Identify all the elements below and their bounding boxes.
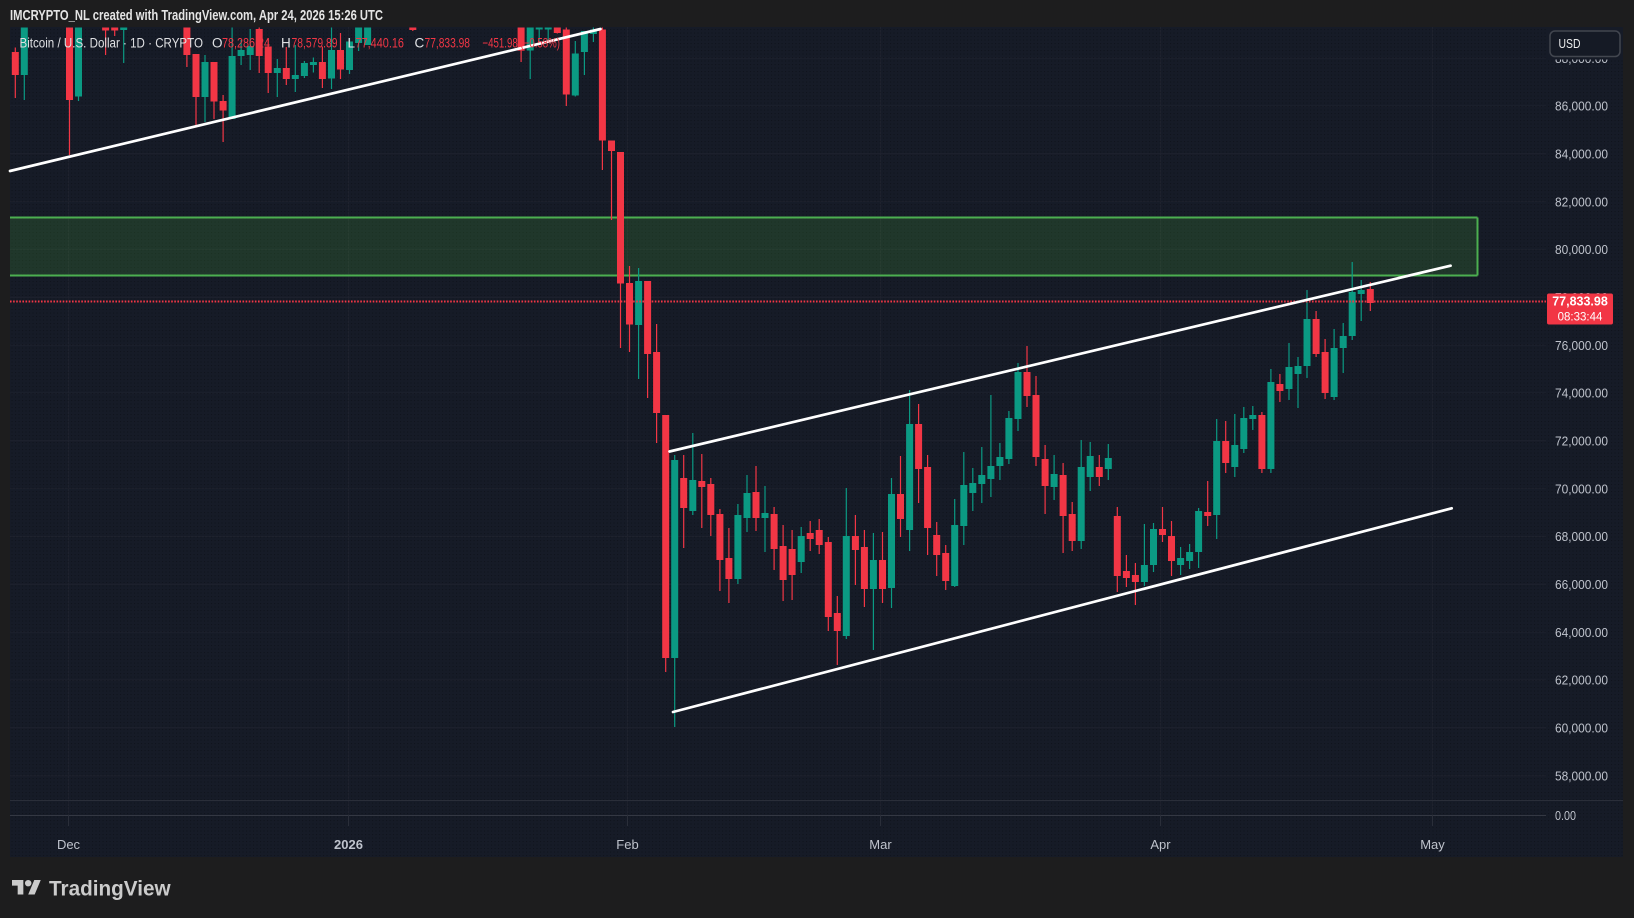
svg-text:H: H xyxy=(281,36,291,51)
svg-text:70,000.00: 70,000.00 xyxy=(1555,481,1608,496)
svg-text:82,000.00: 82,000.00 xyxy=(1555,194,1608,209)
svg-text:USD: USD xyxy=(1559,37,1581,51)
svg-text:77,833.98: 77,833.98 xyxy=(1552,295,1608,309)
svg-text:80,000.00: 80,000.00 xyxy=(1555,242,1608,257)
svg-text:Bitcoin / U.S. Dollar · 1D · C: Bitcoin / U.S. Dollar · 1D · CRYPTO xyxy=(20,36,204,51)
svg-text:58,000.00: 58,000.00 xyxy=(1555,768,1608,783)
svg-text:−451.98 (−0.58%): −451.98 (−0.58%) xyxy=(483,36,561,51)
svg-text:May: May xyxy=(1420,837,1445,852)
svg-text:78,286.24: 78,286.24 xyxy=(222,36,270,51)
svg-text:64,000.00: 64,000.00 xyxy=(1555,625,1608,640)
svg-text:Apr: Apr xyxy=(1150,837,1171,852)
svg-text:86,000.00: 86,000.00 xyxy=(1555,99,1608,114)
svg-text:L: L xyxy=(348,36,356,51)
svg-text:Feb: Feb xyxy=(616,837,638,852)
svg-text:76,000.00: 76,000.00 xyxy=(1555,338,1608,353)
svg-text:84,000.00: 84,000.00 xyxy=(1555,146,1608,161)
svg-text:TradingView: TradingView xyxy=(49,877,171,900)
svg-text:74,000.00: 74,000.00 xyxy=(1555,386,1608,401)
svg-text:62,000.00: 62,000.00 xyxy=(1555,673,1608,688)
svg-text:0.00: 0.00 xyxy=(1555,808,1576,823)
svg-text:C: C xyxy=(415,36,425,51)
svg-text:Dec: Dec xyxy=(57,837,81,852)
svg-text:O: O xyxy=(212,36,223,51)
svg-text:Mar: Mar xyxy=(869,837,892,852)
svg-text:77,833.98: 77,833.98 xyxy=(425,36,471,51)
svg-text:66,000.00: 66,000.00 xyxy=(1555,577,1608,592)
svg-text:60,000.00: 60,000.00 xyxy=(1555,721,1608,736)
svg-text:77,440.16: 77,440.16 xyxy=(356,36,405,51)
svg-text:78,579.89: 78,579.89 xyxy=(292,36,338,51)
svg-text:68,000.00: 68,000.00 xyxy=(1555,529,1608,544)
svg-text:72,000.00: 72,000.00 xyxy=(1555,434,1608,449)
svg-text:2026: 2026 xyxy=(334,837,363,852)
svg-text:08:33:44: 08:33:44 xyxy=(1558,312,1603,324)
svg-text:IMCRYPTO_NL created with Tradi: IMCRYPTO_NL created with TradingView.com… xyxy=(10,7,383,24)
